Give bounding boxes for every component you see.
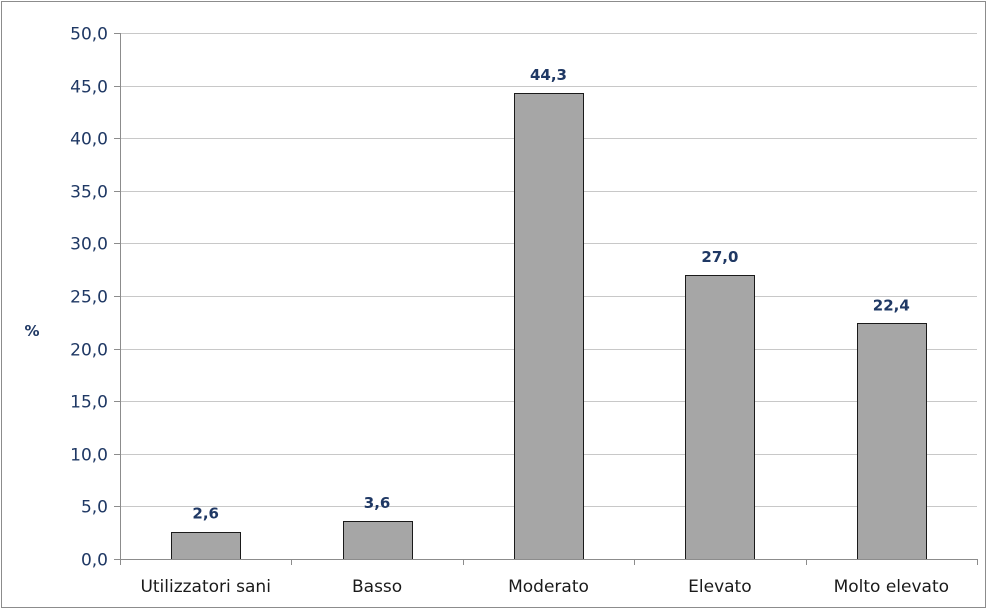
- y-tick-label: 15,0: [70, 393, 108, 413]
- y-tick-label: 35,0: [70, 183, 108, 203]
- y-tick-label: 25,0: [70, 288, 108, 308]
- y-tick-label: 0,0: [81, 551, 108, 571]
- bar-molto-elevato: [857, 323, 927, 560]
- x-tick-label: Basso: [352, 577, 402, 597]
- y-tick-label: 50,0: [70, 25, 108, 45]
- y-tick-label: 40,0: [70, 130, 108, 150]
- x-tick-label: Molto elevato: [834, 577, 949, 597]
- y-tick-label: 10,0: [70, 446, 108, 466]
- gridlines: [120, 33, 977, 507]
- y-tick-label: 30,0: [70, 235, 108, 255]
- y-tick-label: 5,0: [81, 498, 108, 518]
- data-label: 3,6: [364, 494, 391, 512]
- bar-elevato: [685, 275, 755, 560]
- bar-basso: [343, 521, 413, 560]
- x-tick-label: Utilizzatori sani: [140, 577, 271, 597]
- labels: 0,0 5,0 10,0 15,0 20,0 25,0 30,0 35,0 40,0 45,0 50…: [70, 25, 949, 598]
- bar-utilizzatori-sani: [171, 532, 241, 560]
- data-label: 2,6: [192, 505, 219, 523]
- y-tick-label: 45,0: [70, 78, 108, 98]
- bars: [171, 93, 927, 560]
- y-tick-label: 20,0: [70, 341, 108, 361]
- axes: [114, 33, 978, 565]
- data-label: 27,0: [701, 248, 738, 266]
- data-label: 22,4: [873, 296, 910, 314]
- x-tick-label: Moderato: [508, 577, 589, 597]
- x-tick-label: Elevato: [688, 577, 751, 597]
- data-label: 44,3: [530, 66, 567, 84]
- y-axis-label: %: [24, 322, 39, 340]
- bar-moderato: [514, 93, 584, 560]
